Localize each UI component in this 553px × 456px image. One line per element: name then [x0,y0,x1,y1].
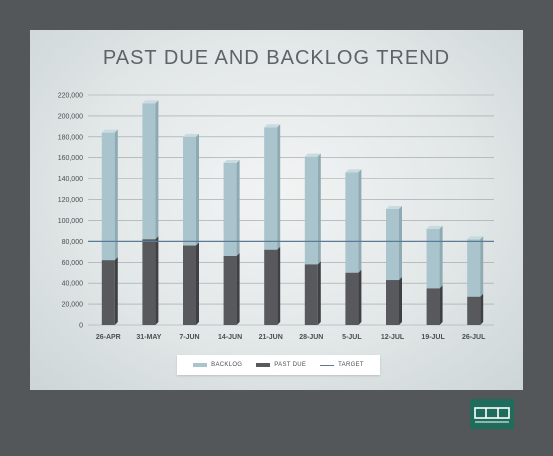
bar-past-due-side [439,285,443,325]
bar-backlog [386,208,399,281]
legend-label-target: TARGET [338,362,364,368]
bar-past-due-side [358,269,362,325]
x-tick-label: 19-JUL [421,334,445,341]
y-tick-label: 100,000 [58,218,83,225]
bar-past-due [304,264,318,325]
odl-logo-mark [474,407,510,423]
x-tick-label: 28-JUN [299,334,323,341]
y-tick-label: 140,000 [58,176,83,183]
x-tick-label: 7-JUN [179,334,199,341]
bar-past-due [142,239,156,325]
y-tick-label: 0 [79,323,83,330]
bar-backlog-top [304,153,321,157]
bar-backlog [142,103,156,240]
bar-backlog-top [386,205,402,209]
bar-backlog [101,132,115,261]
bar-backlog-top [142,100,159,104]
x-tick-label: 5-JUL [342,334,362,341]
legend-swatch-backlog [193,363,208,367]
chart-legend: BACKLOG PAST DUE TARGET [177,355,380,375]
y-tick-label: 200,000 [58,113,83,120]
bar-backlog [467,239,481,297]
bar-backlog-side [236,159,240,256]
chart-title: PAST DUE AND BACKLOG TREND [102,47,451,69]
bar-backlog-side [399,205,402,281]
bar-past-due [264,249,278,325]
bar-past-due-side [480,293,484,325]
bar-backlog-side [196,133,199,246]
bar-backlog-top [264,124,281,128]
bar-past-due [345,272,359,325]
bar-backlog-side [114,129,118,261]
legend-swatch-target [320,364,335,366]
bar-past-due-side [399,277,402,325]
y-tick-label: 40,000 [62,281,84,288]
odl-logo [470,399,514,429]
y-tick-label: 180,000 [58,134,83,141]
legend-item-past-due: PAST DUE [256,362,306,368]
legend-swatch-past-due [256,363,271,367]
legend-item-backlog: BACKLOG [193,362,242,368]
bar-past-due [386,280,399,325]
legend-label-past-due: PAST DUE [274,362,307,368]
bar-past-due [223,256,237,325]
y-tick-label: 160,000 [58,155,83,162]
bar-past-due-side [196,242,199,325]
x-tick-label: 26-APR [96,334,121,341]
bar-backlog [183,136,196,246]
bar-backlog [223,162,237,256]
bar-backlog-side [277,124,281,250]
chart-panel: 0 20,000 40,000 60,000 80,000 100,000 120,000 1… [30,30,523,390]
bar-past-due-side [236,253,240,325]
bar-backlog-side [317,153,321,265]
bar-past-due [183,245,196,325]
bar-backlog-side [480,236,484,297]
x-tick-label: 12-JUL [381,334,405,341]
bar-past-due-side [277,246,281,325]
bar-backlog-top [223,159,240,163]
bar-backlog-side [439,225,443,289]
bar-past-due-side [155,236,159,325]
bar-backlog [426,228,440,289]
bar-backlog-top [101,129,118,133]
legend-item-target: TARGET [320,362,364,368]
x-tick-label: 31-MAY [136,334,161,341]
bar-backlog-top [345,169,362,173]
bar-backlog [345,172,359,273]
x-tick-label: 14-JUN [218,334,242,341]
y-tick-label: 60,000 [62,260,84,267]
y-tick-label: 80,000 [62,239,84,246]
bar-past-due [101,260,115,325]
x-tick-label: 21-JUN [259,334,283,341]
bar-backlog [304,156,318,265]
y-tick-label: 120,000 [58,197,83,204]
bar-backlog-side [358,169,362,273]
y-tick-label: 20,000 [62,302,84,309]
bar-past-due [426,288,440,325]
chart-plot: 0 20,000 40,000 60,000 80,000 100,000 120,000 1… [58,93,494,341]
y-tick-label: 220,000 [58,93,83,100]
bar-past-due-side [114,257,118,325]
bar-backlog-top [183,133,199,137]
bar-backlog [264,127,278,250]
bar-past-due [467,296,481,325]
bar-past-due-side [317,261,321,325]
bar-backlog-side [155,100,159,240]
bar-backlog-top [467,236,484,240]
legend-label-backlog: BACKLOG [211,362,243,368]
bar-backlog-top [426,225,443,229]
x-tick-label: 26-JUL [462,334,486,341]
